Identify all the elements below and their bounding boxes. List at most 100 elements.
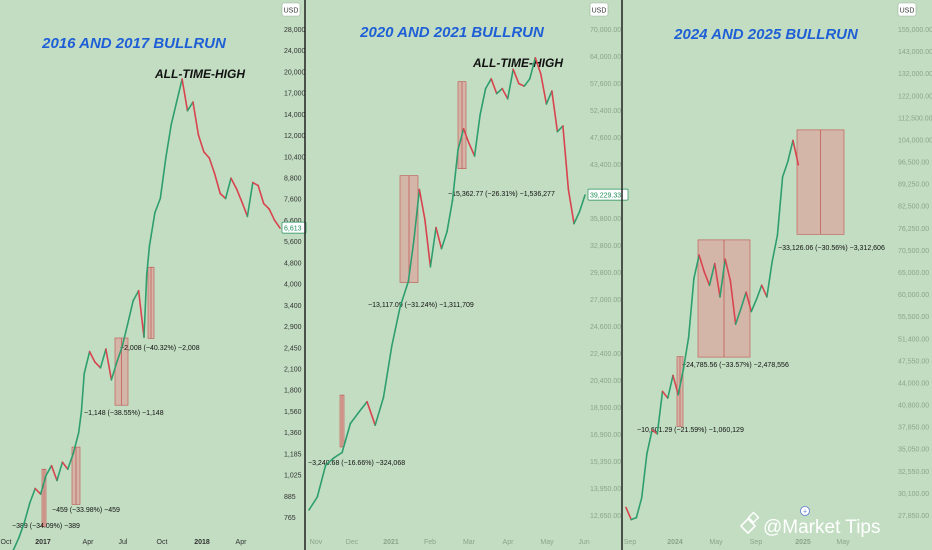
price-segment [656, 390, 664, 435]
y-tick-label: 32,550.00 [898, 469, 929, 476]
price-segment [235, 187, 243, 203]
price-segment [341, 422, 352, 454]
price-segment [23, 502, 31, 524]
currency-badge[interactable] [897, 2, 917, 17]
drawdown-label: −2,008 (−40.32%) −2,008 [120, 345, 200, 352]
y-tick-label: 40,800.00 [898, 403, 929, 410]
price-segment [175, 78, 183, 103]
price-segment [495, 87, 504, 95]
price-segment [462, 128, 470, 145]
y-tick-label: 16,900.00 [590, 432, 621, 439]
price-segment [390, 306, 401, 347]
drawdown-label: −389 (−34.09%) −389 [12, 523, 80, 530]
add-button[interactable]: + [800, 506, 810, 516]
price-segment [262, 202, 270, 210]
y-tick-label: 12,650.00 [590, 513, 621, 520]
y-tick-label: 1,025 [284, 473, 302, 480]
x-tick-label: 2025 [795, 539, 811, 546]
price-segment [517, 82, 526, 87]
price-segment [573, 211, 581, 225]
y-tick-label: 28,000 [284, 27, 306, 34]
x-tick-label: Mar [463, 539, 476, 546]
y-tick-label: 13,950.00 [590, 486, 621, 493]
x-tick-label: Dec [346, 539, 359, 546]
price-segment [781, 160, 789, 178]
price-segment [105, 348, 113, 381]
y-tick-label: 96,500.00 [898, 160, 929, 167]
price-segment [766, 260, 774, 298]
drawdown-label: −10,601.29 (−21.59%) −1,060,129 [637, 427, 744, 434]
price-segment [324, 457, 335, 467]
x-tick-label: Oct [1, 539, 12, 546]
price-segment [80, 372, 85, 413]
price-segment [308, 496, 319, 511]
y-tick-label: 112,500.00 [898, 115, 932, 122]
price-segment [34, 487, 42, 495]
price-segment [501, 87, 509, 100]
price-segment [143, 274, 148, 338]
currency-label: USD [900, 8, 915, 15]
price-segment [145, 245, 151, 277]
price-segment [273, 219, 281, 229]
last-price-label: 6,613 [284, 226, 302, 233]
last-price-tag [587, 188, 629, 201]
price-segment [126, 300, 134, 325]
price-segment [165, 123, 172, 159]
price-segment [640, 452, 648, 499]
price-segment [666, 374, 674, 399]
drawdown-label: −24,785.56 (−33.57%) −2,478,556 [682, 362, 789, 369]
x-tick-label: 2021 [383, 539, 399, 546]
price-segment [578, 194, 586, 213]
y-tick-label: 12,000 [284, 133, 306, 140]
y-tick-label: 1,360 [284, 430, 302, 437]
currency-badge[interactable] [589, 2, 609, 17]
y-tick-label: 24,600.00 [590, 324, 621, 331]
price-segment [429, 226, 437, 268]
price-segment [687, 277, 695, 339]
y-tick-label: 82,500.00 [898, 204, 929, 211]
price-segment [534, 56, 542, 75]
price-segment [137, 289, 145, 338]
price-segment [316, 464, 327, 498]
watermark: @Market Tips [739, 511, 880, 538]
price-segment [374, 396, 385, 427]
price-segment [413, 188, 421, 241]
price-segment [760, 284, 768, 298]
price-segment [399, 280, 410, 308]
price-segment [473, 114, 481, 157]
currency-badge[interactable] [281, 2, 301, 17]
price-segment [435, 226, 443, 250]
y-tick-label: 20,000 [284, 69, 306, 76]
price-segment [197, 134, 205, 153]
y-tick-label: 35,050.00 [898, 447, 929, 454]
y-tick-label: 35,800.00 [590, 216, 621, 223]
price-segment [786, 139, 794, 163]
x-tick-label: Apr [83, 539, 95, 546]
y-tick-label: 1,185 [284, 451, 302, 458]
price-segment [18, 521, 26, 539]
y-tick-label: 37,850.00 [898, 425, 929, 432]
price-segment [366, 400, 377, 427]
price-segment [94, 361, 102, 369]
y-tick-label: 143,000.00 [898, 49, 932, 56]
y-tick-label: 7,600 [284, 197, 302, 204]
price-segment [750, 298, 758, 313]
price-segment [646, 429, 653, 455]
y-tick-label: 2,450 [284, 345, 302, 352]
y-tick-label: 6,600 [284, 218, 302, 225]
y-tick-label: 8,800 [284, 176, 302, 183]
price-segment [713, 262, 721, 298]
panel-title: 2020 AND 2021 BULLRUN [359, 24, 545, 41]
watermark-text: @Market Tips [763, 517, 880, 538]
panel-title: 2024 AND 2025 BULLRUN [673, 26, 859, 43]
panel-2020-2021: 2020 AND 2021 BULLRUN ALL-TIME-HIGH USD … [308, 2, 629, 546]
x-tick-label: 2024 [667, 539, 683, 546]
y-tick-label: 89,250.00 [898, 182, 929, 189]
x-tick-label: Apr [503, 539, 515, 546]
price-segment [451, 148, 459, 202]
price-segment [512, 68, 520, 85]
y-tick-label: 10,400 [284, 154, 306, 161]
y-tick-label: 5,600 [284, 239, 302, 246]
y-tick-label: 30,100.00 [898, 491, 929, 498]
